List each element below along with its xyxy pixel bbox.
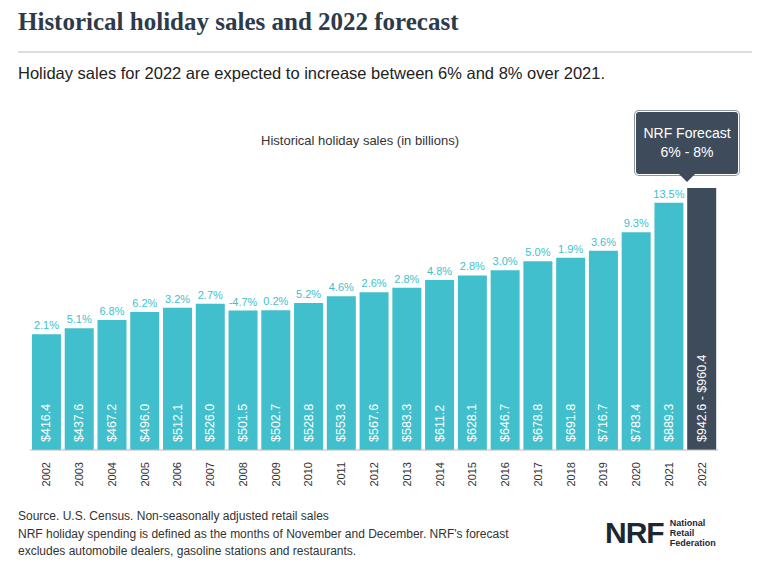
svg-text:$528.8: $528.8 [302, 404, 316, 442]
svg-text:$467.2: $467.2 [105, 404, 119, 442]
svg-text:$437.6: $437.6 [72, 404, 86, 442]
svg-text:4.8%: 4.8% [427, 265, 452, 277]
html-text:Federation: Federation [669, 538, 716, 548]
svg-text:1.9%: 1.9% [558, 243, 583, 255]
html-text:Retail: Retail [669, 528, 695, 538]
svg-text:2017: 2017 [532, 462, 544, 486]
svg-text:2005: 2005 [139, 462, 151, 486]
html-text:NRF holiday spending is define: NRF holiday spending is defined as the m… [18, 526, 509, 541]
html-text:Historical holiday sales (in b: Historical holiday sales (in billions) [261, 133, 459, 148]
svg-text:13.5%: 13.5% [653, 188, 684, 200]
html-text:Holiday sales for 2022 are exp: Holiday sales for 2022 are expected to i… [18, 64, 605, 82]
svg-text:2.8%: 2.8% [394, 273, 419, 285]
svg-text:$496.0: $496.0 [138, 404, 152, 442]
svg-text:9.3%: 9.3% [624, 217, 649, 229]
svg-text:2009: 2009 [270, 462, 282, 486]
svg-text:$889.3: $889.3 [662, 404, 676, 442]
svg-text:2008: 2008 [237, 462, 249, 486]
svg-text:5.1%: 5.1% [67, 313, 92, 325]
svg-text:4.6%: 4.6% [329, 281, 354, 293]
svg-text:$501.5: $501.5 [236, 404, 250, 442]
svg-text:2.1%: 2.1% [34, 319, 59, 331]
svg-text:2003: 2003 [73, 462, 85, 486]
svg-text:$502.7: $502.7 [269, 404, 283, 442]
svg-text:$716.7: $716.7 [596, 404, 610, 442]
svg-text:2013: 2013 [401, 462, 413, 486]
svg-text:2010: 2010 [302, 462, 314, 486]
svg-text:$646.7: $646.7 [498, 404, 512, 442]
svg-text:$678.8: $678.8 [531, 404, 545, 442]
html-text:Source. U.S. Census. Non-seaso: Source. U.S. Census. Non-seasonally adju… [18, 509, 329, 523]
svg-text:$553.3: $553.3 [334, 404, 348, 442]
svg-text:3.6%: 3.6% [591, 236, 616, 248]
svg-text:2002: 2002 [40, 462, 52, 486]
svg-text:5.2%: 5.2% [296, 288, 321, 300]
svg-text:0.2%: 0.2% [263, 295, 288, 307]
svg-text:$691.8: $691.8 [564, 404, 578, 442]
svg-text:$611.2: $611.2 [433, 405, 447, 442]
svg-text:2016: 2016 [499, 462, 511, 486]
svg-text:2019: 2019 [597, 462, 609, 486]
html-text:NRF: NRF [605, 516, 664, 549]
svg-text:2.6%: 2.6% [362, 277, 387, 289]
svg-text:$783.4: $783.4 [629, 404, 643, 442]
html-text:National: National [669, 518, 706, 528]
svg-text:2004: 2004 [106, 462, 118, 486]
svg-text:$628.1: $628.1 [465, 404, 479, 442]
svg-text:2015: 2015 [466, 462, 478, 486]
svg-text:2021: 2021 [663, 462, 675, 486]
svg-text:2006: 2006 [171, 462, 183, 486]
svg-text:$512.1: $512.1 [171, 404, 185, 442]
svg-text:$526.0: $526.0 [203, 404, 217, 442]
svg-text:2012: 2012 [368, 462, 380, 486]
svg-text:$942.6 - $960.4: $942.6 - $960.4 [695, 354, 709, 442]
svg-text:-4.7%: -4.7% [229, 296, 258, 308]
svg-text:6.2%: 6.2% [132, 297, 157, 309]
svg-text:3.0%: 3.0% [493, 255, 518, 267]
svg-text:2018: 2018 [565, 462, 577, 486]
svg-text:5.0%: 5.0% [525, 246, 550, 258]
svg-text:2022: 2022 [696, 462, 708, 486]
svg-text:2.7%: 2.7% [198, 289, 223, 301]
html-text:6% - 8%: 6% - 8% [660, 144, 714, 160]
svg-text:6.8%: 6.8% [99, 305, 124, 317]
svg-text:2007: 2007 [204, 462, 216, 486]
svg-text:2.8%: 2.8% [460, 260, 485, 272]
svg-text:2014: 2014 [434, 462, 446, 486]
html-text:NRF Forecast: NRF Forecast [643, 125, 731, 141]
svg-text:2020: 2020 [630, 462, 642, 486]
svg-text:$583.3: $583.3 [400, 404, 414, 442]
svg-text:$416.4: $416.4 [39, 404, 53, 442]
svg-text:3.2%: 3.2% [165, 293, 190, 305]
html-text:excludes automobile dealers, g: excludes automobile dealers, gasoline st… [18, 544, 357, 558]
svg-text:$567.6: $567.6 [367, 404, 381, 442]
svg-text:2011: 2011 [335, 462, 347, 486]
html-text:Historical holiday sales and 2: Historical holiday sales and 2022 foreca… [18, 8, 459, 35]
